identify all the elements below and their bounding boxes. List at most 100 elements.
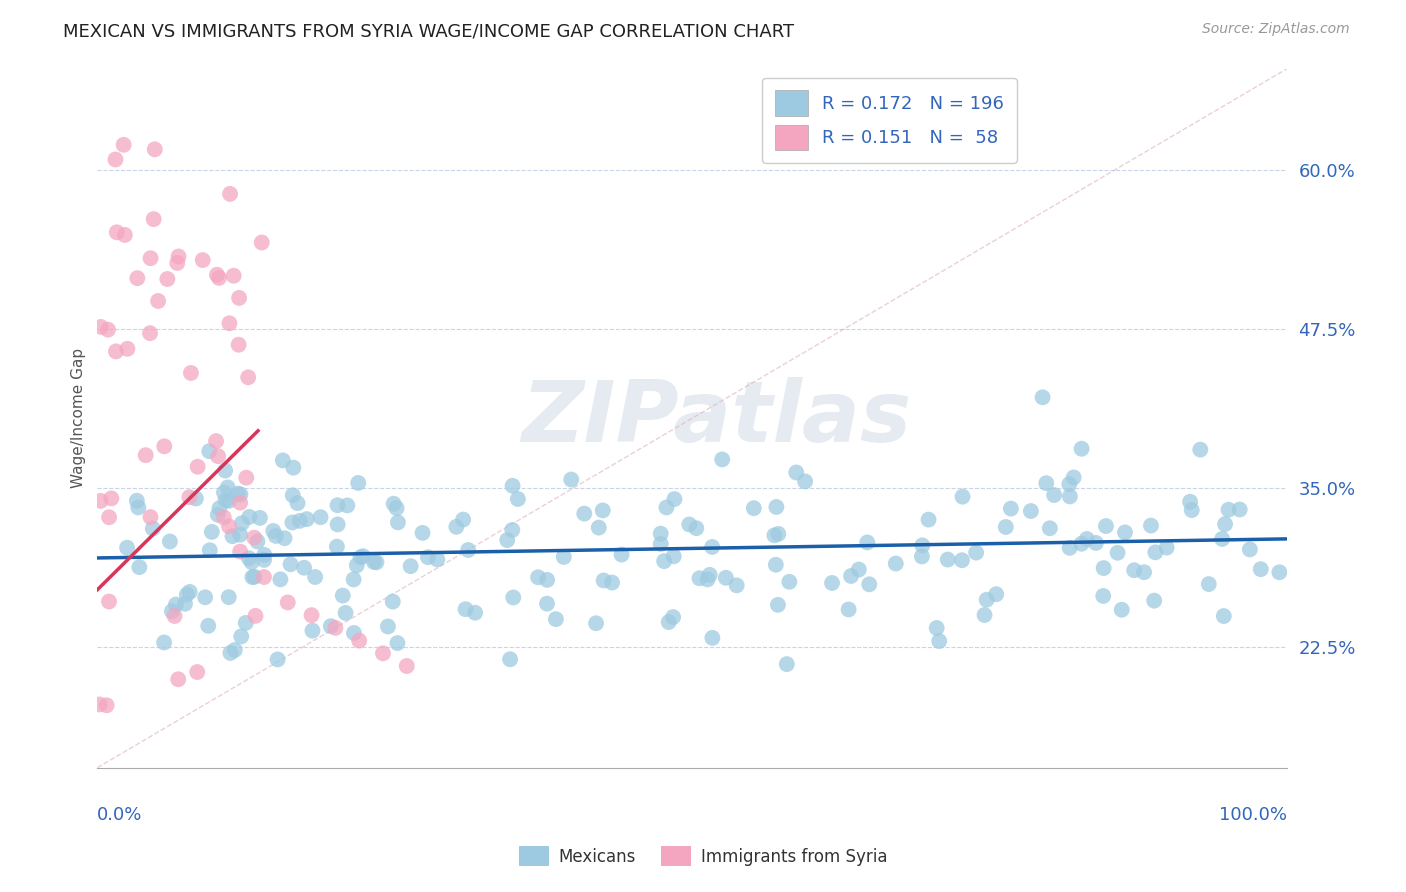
Point	[655, 500, 678, 515]
Point	[228, 337, 250, 351]
Point	[343, 626, 366, 640]
Point	[1059, 541, 1081, 555]
Point	[100, 491, 122, 506]
Point	[326, 498, 349, 512]
Point	[527, 570, 550, 584]
Point	[253, 548, 276, 562]
Point	[342, 573, 364, 587]
Point	[1123, 563, 1146, 577]
Text: Source: ZipAtlas.com: Source: ZipAtlas.com	[1202, 22, 1350, 37]
Point	[212, 510, 235, 524]
Point	[98, 510, 121, 524]
Point	[702, 631, 724, 645]
Point	[1213, 517, 1236, 532]
Point	[349, 550, 371, 565]
Point	[1032, 390, 1054, 404]
Point	[127, 500, 149, 515]
Point	[159, 534, 181, 549]
Point	[326, 540, 349, 554]
Point	[97, 323, 120, 337]
Point	[319, 619, 342, 633]
Point	[214, 463, 236, 477]
Point	[702, 540, 724, 554]
Point	[725, 578, 748, 592]
Point	[742, 501, 765, 516]
Text: 100.0%: 100.0%	[1219, 806, 1288, 824]
Point	[218, 493, 240, 508]
Point	[600, 575, 623, 590]
Point	[180, 366, 202, 380]
Point	[207, 508, 229, 522]
Point	[194, 591, 217, 605]
Point	[304, 570, 326, 584]
Point	[229, 527, 252, 541]
Point	[112, 137, 135, 152]
Point	[197, 619, 219, 633]
Point	[229, 496, 252, 510]
Point	[416, 550, 439, 565]
Point	[346, 558, 368, 573]
Point	[273, 531, 295, 545]
Point	[104, 153, 127, 167]
Text: ZIPatlas: ZIPatlas	[522, 376, 911, 459]
Point	[544, 612, 567, 626]
Point	[198, 543, 221, 558]
Point	[105, 225, 128, 239]
Point	[658, 615, 681, 629]
Point	[856, 535, 879, 549]
Point	[295, 512, 318, 526]
Point	[1059, 490, 1081, 504]
Y-axis label: Wage/Income Gap: Wage/Income Gap	[72, 348, 86, 488]
Point	[90, 494, 112, 508]
Point	[776, 657, 799, 672]
Point	[1035, 476, 1057, 491]
Point	[153, 439, 176, 453]
Point	[592, 574, 614, 588]
Point	[976, 592, 998, 607]
Point	[387, 636, 409, 650]
Point	[502, 479, 524, 493]
Point	[763, 528, 786, 542]
Point	[574, 507, 596, 521]
Point	[1095, 519, 1118, 533]
Point	[264, 529, 287, 543]
Point	[766, 598, 789, 612]
Point	[1092, 561, 1115, 575]
Point	[1239, 542, 1261, 557]
Point	[426, 552, 449, 566]
Point	[174, 597, 197, 611]
Point	[135, 448, 157, 462]
Point	[1107, 546, 1129, 560]
Point	[253, 553, 276, 567]
Point	[952, 490, 974, 504]
Point	[1059, 477, 1081, 491]
Point	[588, 520, 610, 534]
Point	[986, 587, 1008, 601]
Point	[768, 527, 790, 541]
Point	[325, 621, 347, 635]
Point	[221, 529, 243, 543]
Point	[347, 475, 370, 490]
Point	[205, 434, 228, 448]
Point	[139, 326, 162, 340]
Point	[228, 291, 250, 305]
Point	[207, 449, 229, 463]
Point	[142, 522, 165, 536]
Point	[235, 470, 257, 484]
Point	[176, 588, 198, 602]
Point	[281, 516, 304, 530]
Point	[950, 553, 973, 567]
Point	[352, 549, 374, 564]
Point	[1039, 521, 1062, 535]
Point	[218, 590, 240, 604]
Point	[1019, 504, 1042, 518]
Point	[1076, 532, 1098, 546]
Point	[917, 513, 939, 527]
Point	[536, 597, 558, 611]
Point	[688, 571, 710, 585]
Point	[911, 538, 934, 552]
Point	[218, 316, 240, 330]
Point	[650, 537, 672, 551]
Point	[821, 576, 844, 591]
Point	[287, 496, 309, 510]
